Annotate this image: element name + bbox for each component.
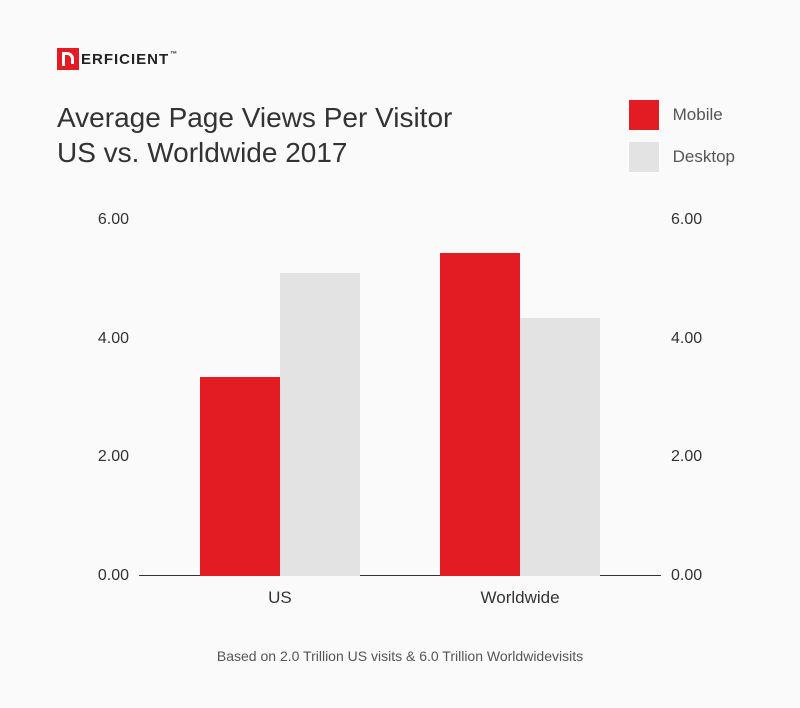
ytick-right: 6.00 <box>671 211 723 229</box>
chart-area: 0.000.002.002.004.004.006.006.00USWorldw… <box>77 220 723 620</box>
logo-label: ERFICIENT <box>81 51 169 68</box>
legend-label-desktop: Desktop <box>673 147 735 167</box>
bar-mobile-worldwide <box>440 253 520 576</box>
xtick-us: US <box>268 588 292 608</box>
plot-area: 0.000.002.002.004.004.006.006.00USWorldw… <box>139 220 661 576</box>
legend-label-mobile: Mobile <box>673 105 723 125</box>
chart-caption: Based on 2.0 Trillion US visits & 6.0 Tr… <box>25 648 775 664</box>
ytick-left: 0.00 <box>77 567 129 585</box>
xtick-worldwide: Worldwide <box>481 588 560 608</box>
ytick-left: 4.00 <box>77 330 129 348</box>
logo-tm: ™ <box>170 51 178 58</box>
chart-card: ERFICIENT™ Average Page Views Per Visito… <box>25 18 775 690</box>
chart-title: Average Page Views Per Visitor US vs. Wo… <box>57 100 452 170</box>
logo-mark-icon <box>57 48 79 70</box>
title-line-1: Average Page Views Per Visitor <box>57 102 452 133</box>
logo-text: ERFICIENT™ <box>81 51 178 68</box>
bar-desktop-worldwide <box>520 318 600 576</box>
bar-mobile-us <box>200 377 280 576</box>
ytick-right: 2.00 <box>671 448 723 466</box>
ytick-right: 0.00 <box>671 567 723 585</box>
legend-item-desktop: Desktop <box>629 142 735 172</box>
bar-desktop-us <box>280 273 360 576</box>
ytick-right: 4.00 <box>671 330 723 348</box>
legend-item-mobile: Mobile <box>629 100 735 130</box>
legend: Mobile Desktop <box>629 100 735 172</box>
title-line-2: US vs. Worldwide 2017 <box>57 137 348 168</box>
legend-swatch-desktop <box>629 142 659 172</box>
brand-logo: ERFICIENT™ <box>57 48 178 70</box>
ytick-left: 6.00 <box>77 211 129 229</box>
ytick-left: 2.00 <box>77 448 129 466</box>
legend-swatch-mobile <box>629 100 659 130</box>
